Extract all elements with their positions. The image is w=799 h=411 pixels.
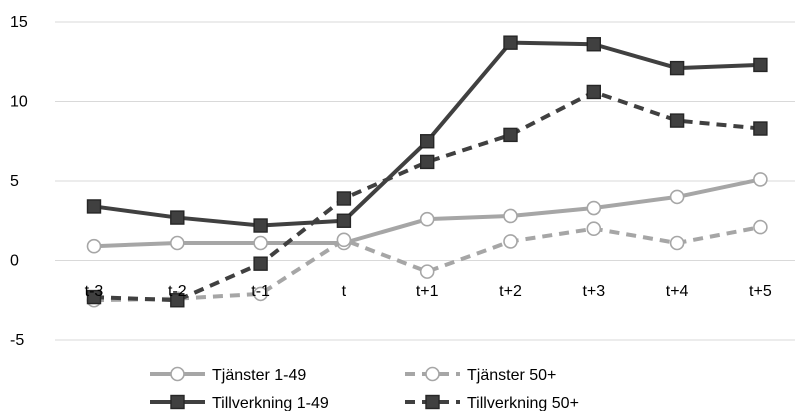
data-point xyxy=(420,154,435,170)
data-point xyxy=(753,219,768,235)
data-point xyxy=(253,286,268,302)
data-point xyxy=(753,57,768,73)
data-point xyxy=(170,366,185,382)
data-point xyxy=(425,366,440,382)
series-1 xyxy=(86,172,768,254)
y-tick-label: 5 xyxy=(10,173,19,190)
data-point xyxy=(669,235,685,251)
x-category-label: t xyxy=(342,283,347,300)
data-point xyxy=(586,37,601,52)
legend-label: Tillverkning 1-49 xyxy=(212,395,329,411)
legend-entry: Tjänster 1-49 xyxy=(150,366,306,384)
data-point xyxy=(170,394,185,410)
x-category-label: t+2 xyxy=(499,283,522,300)
x-category-label: t+3 xyxy=(582,283,605,300)
gridlines xyxy=(55,21,795,341)
data-point xyxy=(503,234,518,249)
data-point xyxy=(336,232,352,248)
x-category-label: t-1 xyxy=(251,283,270,300)
y-axis-tick-labels: -5 0 5 10 15 xyxy=(10,14,28,349)
data-point xyxy=(425,394,440,410)
data-point xyxy=(86,289,102,305)
data-point xyxy=(753,121,768,136)
data-point xyxy=(420,134,435,149)
data-point xyxy=(586,200,602,216)
x-category-label: t+4 xyxy=(666,283,689,300)
data-point xyxy=(586,84,601,100)
legend-label: Tillverkning 50+ xyxy=(467,395,579,411)
data-point xyxy=(86,199,102,214)
x-category-label: t+1 xyxy=(416,283,439,300)
data-point xyxy=(170,293,185,308)
data-point xyxy=(669,189,685,205)
y-tick-label: 0 xyxy=(10,253,19,270)
series-lines xyxy=(86,35,768,308)
data-point xyxy=(253,218,268,233)
data-point xyxy=(503,208,518,224)
data-point xyxy=(170,235,185,251)
y-tick-label: -5 xyxy=(10,332,24,349)
series-line xyxy=(93,225,761,303)
data-point xyxy=(503,127,518,143)
data-point xyxy=(669,60,685,76)
data-point xyxy=(253,235,268,251)
legend-label: Tjänster 50+ xyxy=(467,367,556,384)
data-point xyxy=(86,238,102,254)
data-point xyxy=(253,256,268,271)
data-point xyxy=(503,35,518,50)
data-point xyxy=(753,172,768,187)
legend-label: Tjänster 1-49 xyxy=(212,367,306,384)
legend: Tjänster 1-49 Tjänster 50+ Tillverkning 1-… xyxy=(150,366,579,411)
data-point xyxy=(586,221,602,236)
x-category-label: t+5 xyxy=(749,283,772,300)
y-tick-label: 15 xyxy=(10,14,28,31)
x-category-label: t-2 xyxy=(168,283,187,300)
legend-entry: Tillverkning 50+ xyxy=(405,394,579,411)
legend-entry: Tillverkning 1-49 xyxy=(150,394,329,411)
y-tick-label: 10 xyxy=(10,94,28,111)
data-point xyxy=(669,113,685,128)
data-point xyxy=(170,210,185,225)
data-point xyxy=(419,264,435,279)
data-point xyxy=(336,191,352,206)
data-point xyxy=(336,213,352,228)
series-3 xyxy=(86,35,768,233)
x-axis-category-labels: t-3 t-2 t-1 t t+1 t+2 t+3 t+4 t+5 xyxy=(85,283,772,300)
x-category-label: t-3 xyxy=(85,283,104,300)
series-4 xyxy=(86,84,768,308)
legend-entry: Tjänster 50+ xyxy=(405,366,556,384)
data-point xyxy=(419,211,435,227)
